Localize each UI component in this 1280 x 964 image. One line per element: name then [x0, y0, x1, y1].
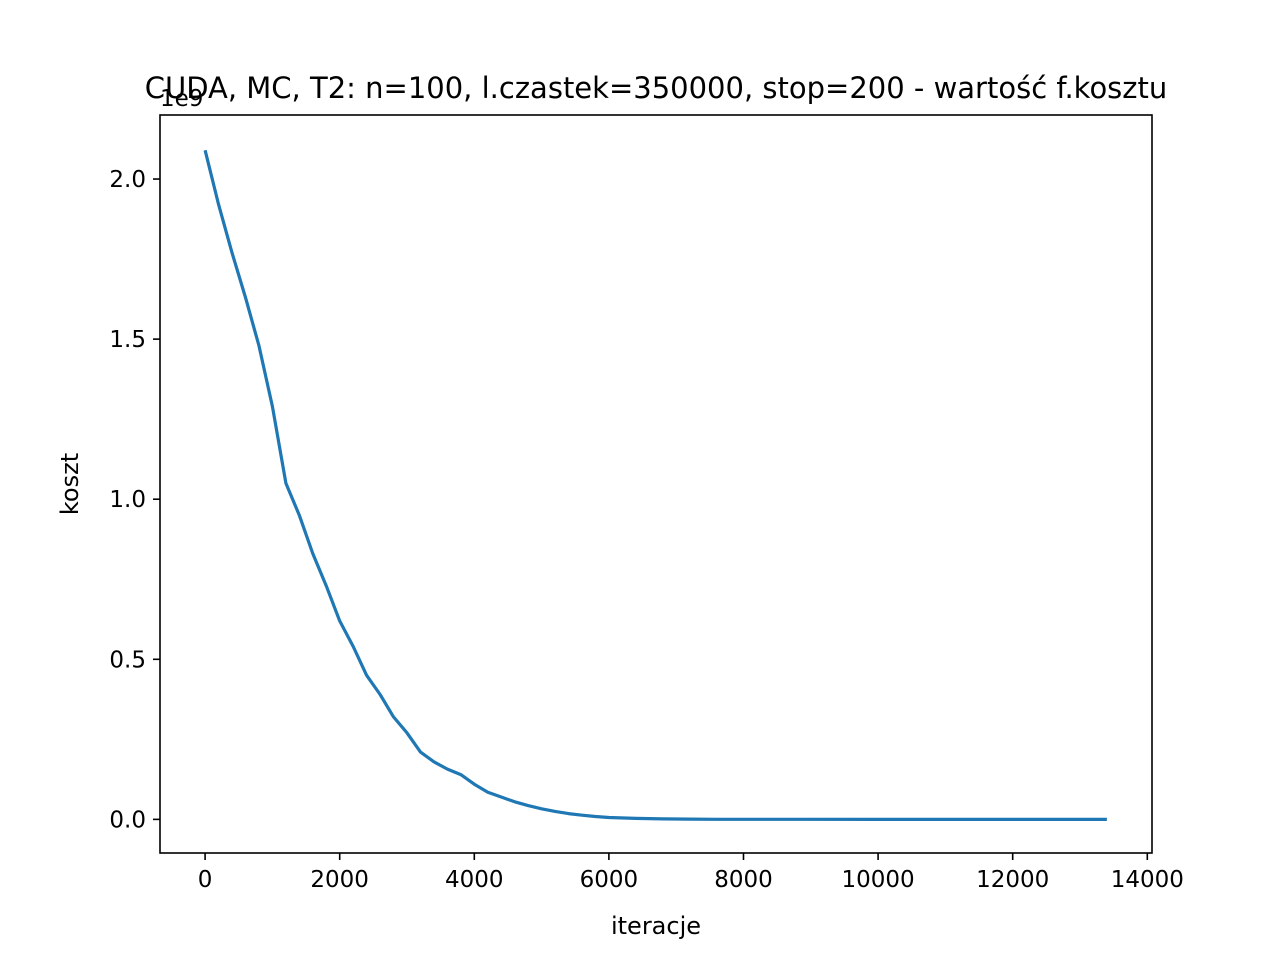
- chart-title: CUDA, MC, T2: n=100, l.czastek=350000, s…: [145, 71, 1168, 105]
- y-tick-label: 0.0: [109, 807, 146, 833]
- axes-frame: [159, 114, 1153, 854]
- y-tick-label: 1.5: [109, 327, 146, 353]
- y-tick-label: 2.0: [109, 167, 146, 193]
- x-tick-label: 0: [198, 867, 213, 893]
- x-tick-label: 12000: [976, 867, 1049, 893]
- x-tick-label: 4000: [445, 867, 504, 893]
- x-tick-label: 6000: [580, 867, 639, 893]
- x-tick-label: 10000: [842, 867, 915, 893]
- y-axis-label: koszt: [56, 453, 84, 515]
- x-tick-label: 8000: [714, 867, 773, 893]
- y-offset-label: 1e9: [160, 86, 203, 112]
- y-tick-label: 0.5: [109, 647, 146, 673]
- y-tick-label: 1.0: [109, 487, 146, 513]
- series-line: [203, 149, 1107, 822]
- x-tick-label: 14000: [1111, 867, 1184, 893]
- x-tick-label: 2000: [310, 867, 369, 893]
- x-axis-label: iteracje: [611, 912, 701, 940]
